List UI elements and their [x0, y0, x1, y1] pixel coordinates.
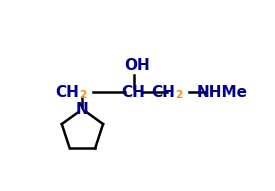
Text: CH: CH [56, 85, 79, 100]
Text: 2: 2 [79, 90, 87, 100]
Text: N: N [76, 102, 89, 117]
Text: CH: CH [122, 85, 145, 100]
Text: NHMe: NHMe [196, 85, 248, 100]
Text: 2: 2 [175, 90, 182, 100]
Text: OH: OH [124, 58, 150, 73]
Text: CH: CH [151, 85, 175, 100]
